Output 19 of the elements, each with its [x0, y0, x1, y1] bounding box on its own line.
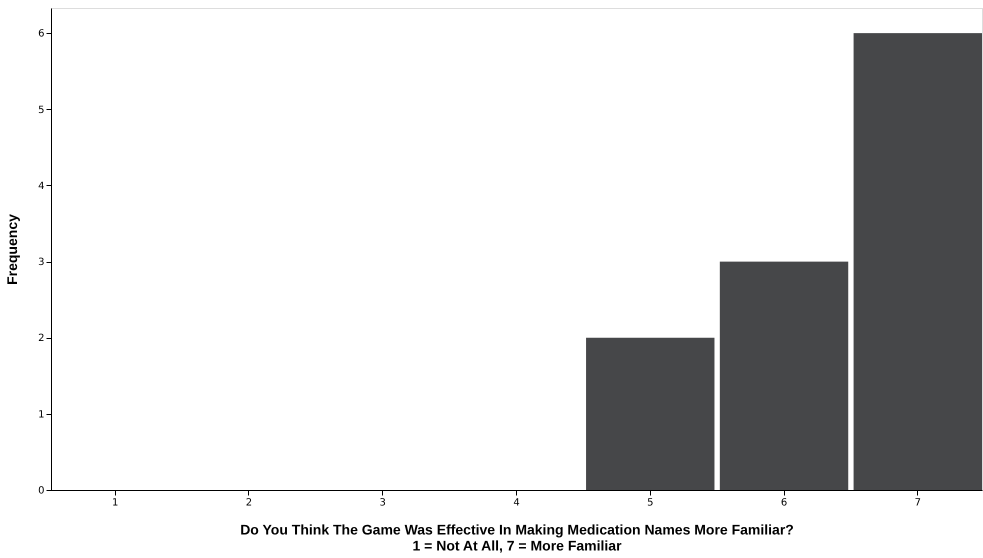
y-tick-label: 4: [38, 180, 44, 192]
bar: [854, 33, 982, 490]
x-tick-label: 3: [380, 498, 386, 508]
x-tick-label: 1: [112, 498, 118, 508]
x-tick-label: 4: [513, 498, 520, 508]
bar: [720, 262, 848, 490]
y-tick-label: 0: [38, 486, 44, 496]
y-tick-label: 3: [38, 257, 44, 268]
y-tick-label: 6: [38, 28, 44, 40]
x-tick-label: 6: [780, 498, 788, 508]
x-tick-label: 2: [246, 498, 252, 508]
y-axis-title: Frequency: [4, 214, 20, 285]
y-tick-label: 1: [38, 409, 44, 420]
y-tick-label: 2: [38, 333, 44, 344]
x-tick-label: 5: [647, 498, 654, 508]
x-axis-title: Do You Think The Game Was Effective In Making Medication Names More Familiar? 1 = Not At All, 7 = More Familiar: [240, 522, 794, 554]
y-tick-label: 5: [38, 104, 44, 116]
bar: [586, 338, 714, 490]
x-tick-label: 7: [914, 498, 921, 508]
